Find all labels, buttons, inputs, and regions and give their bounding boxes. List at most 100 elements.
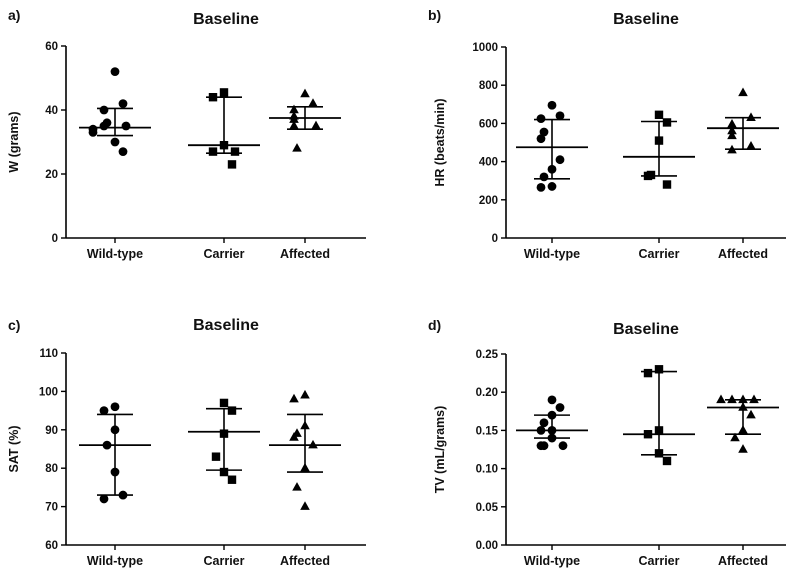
- data-point-square: [208, 93, 218, 102]
- data-point-circle: [555, 111, 565, 121]
- data-point-square: [219, 429, 229, 438]
- data-point-triangle: [300, 501, 310, 510]
- y-axis-label: SAT (%): [7, 426, 21, 473]
- data-point-triangle: [289, 114, 299, 123]
- chart-title: Baseline: [193, 317, 259, 334]
- y-tick-label: 60: [45, 41, 58, 53]
- data-point-triangle: [727, 130, 737, 140]
- y-axis-label: HR (beats/min): [433, 98, 447, 186]
- data-point-triangle: [300, 462, 310, 472]
- data-point-circle: [121, 121, 131, 131]
- data-point-square: [654, 365, 664, 374]
- y-tick-label: 0.05: [476, 502, 499, 514]
- data-point-square: [227, 406, 237, 415]
- x-tick-label: Carrier: [639, 247, 680, 261]
- data-point-circle: [539, 418, 549, 428]
- y-tick-label: 1000: [472, 42, 498, 54]
- series-carrier: [623, 365, 695, 466]
- data-point-circle: [555, 403, 565, 412]
- data-point-square: [662, 118, 672, 127]
- data-point-circle: [555, 155, 565, 165]
- data-point-square: [654, 426, 664, 435]
- data-point-triangle: [716, 394, 726, 404]
- data-point-triangle: [308, 439, 318, 449]
- data-point-triangle: [749, 394, 759, 404]
- y-tick-label: 0.20: [476, 387, 498, 399]
- data-point-circle: [99, 105, 109, 115]
- data-point-triangle: [746, 140, 756, 150]
- data-point-triangle: [308, 98, 318, 107]
- data-point-circle: [118, 99, 128, 108]
- y-tick-label: 0: [492, 233, 498, 245]
- chart-panel-3: c) Baseline 60 70 80 90 100 110 SAT (%) Wild-type…: [7, 317, 366, 568]
- x-tick-label: Affected: [280, 247, 330, 261]
- series-wild-type: [516, 395, 588, 451]
- y-tick-label: 100: [39, 386, 58, 398]
- data-point-square: [643, 171, 653, 181]
- x-tick-label: Wild-type: [87, 554, 143, 568]
- y-tick-label: 200: [479, 195, 498, 207]
- x-tick-label: Wild-type: [524, 554, 580, 568]
- data-point-circle: [110, 425, 120, 435]
- series-affected: [707, 394, 779, 453]
- data-point-circle: [536, 134, 546, 144]
- series-carrier: [623, 110, 695, 189]
- y-tick-label: 800: [479, 80, 498, 92]
- y-tick-label: 80: [45, 463, 58, 475]
- data-point-triangle: [300, 420, 310, 430]
- data-point-square: [227, 475, 237, 484]
- series-affected: [707, 87, 779, 154]
- data-point-square: [654, 449, 664, 458]
- data-point-triangle: [746, 409, 756, 419]
- data-point-triangle: [746, 112, 756, 121]
- series-carrier: [188, 398, 260, 484]
- data-point-circle: [118, 490, 128, 500]
- data-point-circle: [547, 395, 557, 405]
- data-point-circle: [547, 100, 557, 110]
- y-tick-label: 40: [45, 105, 58, 117]
- chart-panel-1: a) Baseline 0 20 40 60 W (grams) Wild-type Carri…: [7, 7, 366, 261]
- series-carrier: [188, 88, 260, 169]
- chart-title: Baseline: [613, 11, 679, 28]
- data-point-square: [662, 180, 672, 189]
- data-point-circle: [547, 164, 557, 174]
- x-tick-label: Affected: [718, 554, 768, 568]
- data-point-circle: [536, 114, 546, 124]
- y-axis-label: TV (mL/grams): [433, 406, 447, 494]
- data-point-circle: [110, 467, 120, 477]
- data-point-triangle: [289, 393, 299, 403]
- series-wild-type: [79, 67, 151, 157]
- data-point-triangle: [738, 444, 748, 453]
- y-tick-label: 0.10: [476, 464, 498, 476]
- data-point-circle: [110, 137, 120, 147]
- series-wild-type: [516, 100, 588, 192]
- series-wild-type: [79, 402, 151, 504]
- panels-group: a) Baseline 0 20 40 60 W (grams) Wild-type Carri…: [7, 7, 786, 568]
- data-point-square: [219, 467, 229, 477]
- data-point-square: [208, 147, 218, 156]
- data-point-triangle: [311, 120, 321, 130]
- y-tick-label: 0: [52, 233, 58, 245]
- data-point-square: [662, 456, 672, 466]
- x-tick-label: Affected: [280, 554, 330, 568]
- x-tick-label: Affected: [718, 247, 768, 261]
- data-point-circle: [539, 127, 549, 137]
- data-point-circle: [110, 402, 120, 412]
- data-point-square: [219, 141, 229, 150]
- data-point-circle: [118, 147, 128, 157]
- data-point-triangle: [727, 119, 737, 128]
- data-point-circle: [99, 494, 109, 504]
- data-point-circle: [99, 121, 109, 131]
- data-point-triangle: [289, 432, 299, 441]
- data-point-triangle: [738, 87, 748, 97]
- data-point-triangle: [292, 482, 302, 491]
- data-point-circle: [547, 433, 557, 443]
- data-point-square: [230, 147, 240, 156]
- chart-panel-2: b) Baseline 0 200 400 600 800 1000 HR (beats/min…: [428, 7, 786, 261]
- y-tick-label: 70: [45, 502, 58, 514]
- data-point-square: [643, 430, 653, 439]
- data-point-circle: [102, 440, 112, 450]
- x-tick-label: Carrier: [204, 554, 245, 568]
- y-tick-label: 0.00: [476, 540, 498, 552]
- data-point-circle: [110, 67, 120, 76]
